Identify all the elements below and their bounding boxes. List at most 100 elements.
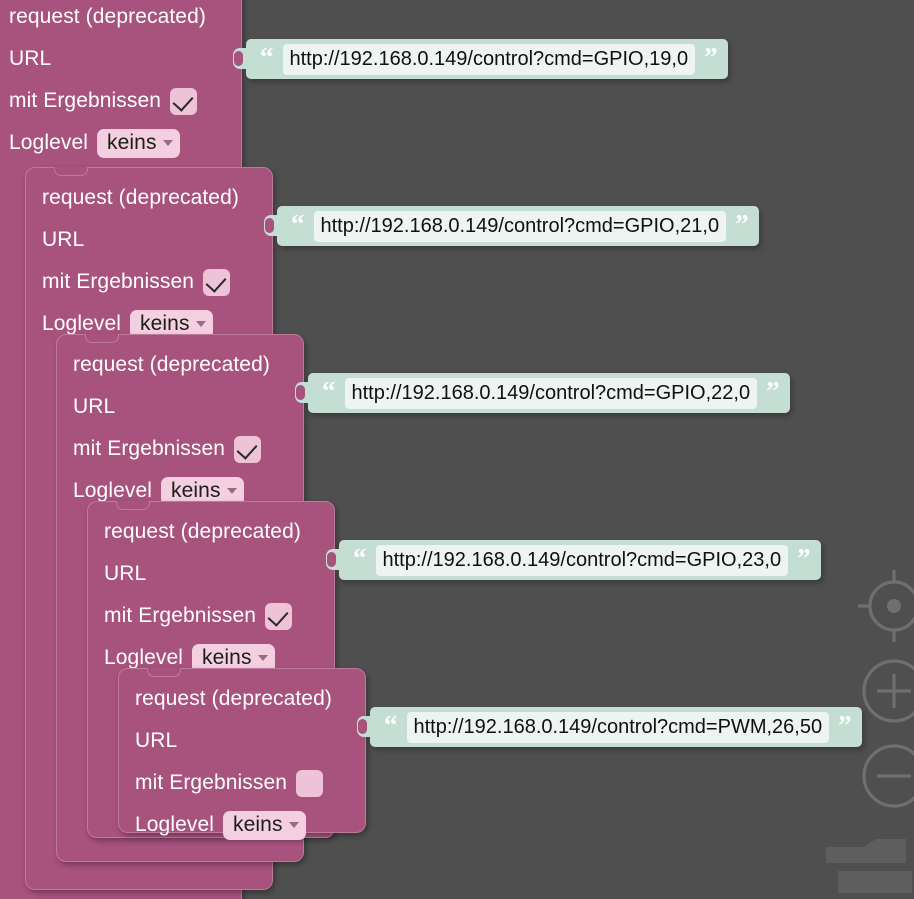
block-title-1: request (deprecated) bbox=[9, 5, 206, 28]
url-input-5[interactable]: http://192.168.0.149/control?cmd=PWM,26,… bbox=[406, 711, 830, 743]
zoom-out-icon[interactable] bbox=[856, 738, 914, 814]
block-title-row-2: request (deprecated) bbox=[42, 177, 256, 219]
request-block-5[interactable]: request (deprecated) URL mit Ergebnissen… bbox=[118, 668, 366, 840]
loglevel-value-3: keins bbox=[171, 478, 221, 502]
block-plug-icon bbox=[264, 215, 278, 236]
results-label-2: mit Ergebnissen bbox=[42, 270, 195, 293]
block-title-row-1: request (deprecated) bbox=[9, 0, 225, 38]
url-row-4: URL bbox=[104, 553, 318, 595]
block-rows-4: request (deprecated) URL mit Ergebnissen… bbox=[88, 502, 334, 687]
quote-open-icon: “ bbox=[322, 375, 336, 406]
loglevel-value-2: keins bbox=[140, 311, 190, 335]
quote-close-icon: ” bbox=[735, 208, 749, 239]
chevron-down-icon bbox=[162, 139, 173, 146]
loglevel-dropdown-1[interactable]: keins bbox=[97, 128, 180, 158]
quote-close-icon: ” bbox=[766, 375, 780, 406]
block-title-row-4: request (deprecated) bbox=[104, 511, 318, 553]
loglevel-row-3: Loglevel keins bbox=[73, 470, 287, 512]
block-title-2: request (deprecated) bbox=[42, 186, 239, 209]
url-string-block-2[interactable]: “ http://192.168.0.149/control?cmd=GPIO,… bbox=[264, 206, 759, 246]
center-target-icon[interactable] bbox=[856, 568, 914, 644]
block-rows-2: request (deprecated) URL mit Ergebnissen… bbox=[26, 168, 272, 353]
loglevel-row-2: Loglevel keins bbox=[42, 303, 256, 345]
url-input-4[interactable]: http://192.168.0.149/control?cmd=GPIO,23… bbox=[375, 544, 789, 576]
chevron-down-icon bbox=[195, 320, 206, 327]
results-label-1: mit Ergebnissen bbox=[9, 89, 162, 112]
block-notch-5 bbox=[147, 668, 181, 677]
results-row-4: mit Ergebnissen bbox=[104, 595, 318, 637]
chevron-down-icon bbox=[288, 821, 299, 828]
block-plug-icon bbox=[295, 382, 309, 403]
url-string-block-5[interactable]: “ http://192.168.0.149/control?cmd=PWM,2… bbox=[357, 707, 862, 747]
chevron-down-icon bbox=[257, 654, 268, 661]
zoom-in-icon[interactable] bbox=[856, 653, 914, 729]
loglevel-value-5: keins bbox=[233, 812, 283, 836]
loglevel-label-5: Loglevel bbox=[135, 813, 215, 836]
quote-close-icon: ” bbox=[797, 542, 811, 573]
quote-close-icon: ” bbox=[704, 41, 718, 72]
block-notch-3 bbox=[85, 334, 119, 343]
loglevel-label-1: Loglevel bbox=[9, 131, 89, 154]
loglevel-dropdown-2[interactable]: keins bbox=[130, 309, 213, 339]
block-rows-3: request (deprecated) URL mit Ergebnissen… bbox=[57, 335, 303, 520]
loglevel-row-5: Loglevel keins bbox=[135, 804, 349, 846]
results-checkbox-2[interactable] bbox=[203, 268, 231, 296]
results-row-3: mit Ergebnissen bbox=[73, 428, 287, 470]
block-plug-icon bbox=[326, 549, 340, 570]
trash-icon[interactable] bbox=[820, 837, 912, 893]
quote-open-icon: “ bbox=[291, 208, 305, 239]
url-label-1: URL bbox=[9, 47, 52, 70]
loglevel-dropdown-5[interactable]: keins bbox=[223, 810, 306, 840]
url-label-4: URL bbox=[104, 562, 147, 585]
loglevel-label-4: Loglevel bbox=[104, 646, 184, 669]
results-checkbox-3[interactable] bbox=[234, 435, 262, 463]
quote-open-icon: “ bbox=[260, 41, 274, 72]
loglevel-label-2: Loglevel bbox=[42, 312, 122, 335]
block-rows-1: request (deprecated) URL mit Ergebnissen… bbox=[0, 0, 241, 172]
results-label-3: mit Ergebnissen bbox=[73, 437, 226, 460]
url-input-1[interactable]: http://192.168.0.149/control?cmd=GPIO,19… bbox=[282, 43, 696, 75]
url-row-2: URL bbox=[42, 219, 256, 261]
url-row-1: URL bbox=[9, 38, 225, 80]
loglevel-dropdown-4[interactable]: keins bbox=[192, 643, 275, 673]
results-checkbox-1[interactable] bbox=[170, 87, 198, 115]
quote-open-icon: “ bbox=[353, 542, 367, 573]
block-title-3: request (deprecated) bbox=[73, 353, 270, 376]
block-plug-icon bbox=[233, 48, 247, 69]
block-title-4: request (deprecated) bbox=[104, 520, 301, 543]
results-checkbox-5[interactable] bbox=[296, 769, 324, 797]
url-row-3: URL bbox=[73, 386, 287, 428]
results-row-5: mit Ergebnissen bbox=[135, 762, 349, 804]
block-plug-icon bbox=[357, 716, 371, 737]
url-label-2: URL bbox=[42, 228, 85, 251]
chevron-down-icon bbox=[226, 487, 237, 494]
url-label-5: URL bbox=[135, 729, 178, 752]
quote-open-icon: “ bbox=[384, 709, 398, 740]
results-label-5: mit Ergebnissen bbox=[135, 771, 288, 794]
results-label-4: mit Ergebnissen bbox=[104, 604, 257, 627]
url-string-block-4[interactable]: “ http://192.168.0.149/control?cmd=GPIO,… bbox=[326, 540, 821, 580]
block-title-5: request (deprecated) bbox=[135, 687, 332, 710]
quote-close-icon: ” bbox=[838, 709, 852, 740]
results-row-2: mit Ergebnissen bbox=[42, 261, 256, 303]
results-checkbox-4[interactable] bbox=[265, 602, 293, 630]
url-row-5: URL bbox=[135, 720, 349, 762]
block-notch-2 bbox=[54, 167, 88, 176]
results-row-1: mit Ergebnissen bbox=[9, 80, 225, 122]
url-string-block-1[interactable]: “ http://192.168.0.149/control?cmd=GPIO,… bbox=[233, 39, 728, 79]
block-rows-5: request (deprecated) URL mit Ergebnissen… bbox=[119, 669, 365, 854]
block-title-row-5: request (deprecated) bbox=[135, 678, 349, 720]
loglevel-value-4: keins bbox=[202, 645, 252, 669]
block-notch-4 bbox=[116, 501, 150, 510]
block-title-row-3: request (deprecated) bbox=[73, 344, 287, 386]
url-label-3: URL bbox=[73, 395, 116, 418]
loglevel-row-1: Loglevel keins bbox=[9, 122, 225, 164]
loglevel-row-4: Loglevel keins bbox=[104, 637, 318, 679]
loglevel-value-1: keins bbox=[107, 130, 157, 154]
url-input-3[interactable]: http://192.168.0.149/control?cmd=GPIO,22… bbox=[344, 377, 758, 409]
loglevel-dropdown-3[interactable]: keins bbox=[161, 476, 244, 506]
loglevel-label-3: Loglevel bbox=[73, 479, 153, 502]
url-input-2[interactable]: http://192.168.0.149/control?cmd=GPIO,21… bbox=[313, 210, 727, 242]
url-string-block-3[interactable]: “ http://192.168.0.149/control?cmd=GPIO,… bbox=[295, 373, 790, 413]
